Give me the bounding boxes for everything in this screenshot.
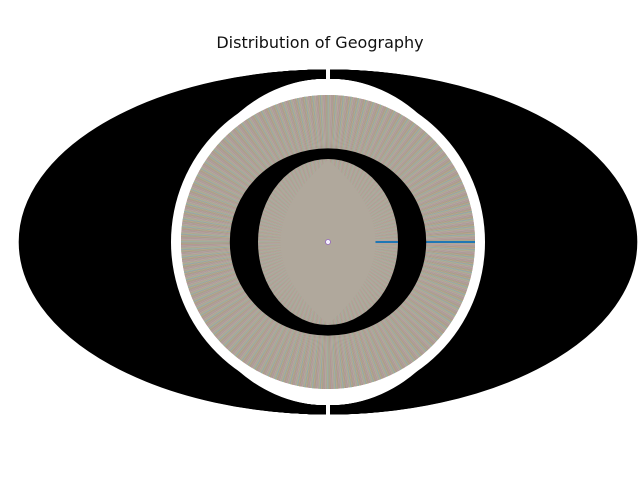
label-gap: [326, 67, 330, 87]
pie-center: [325, 239, 331, 245]
percentage-label-ring: [229, 148, 427, 336]
label-gap: [326, 400, 330, 420]
percentage-label-cloud: [229, 148, 427, 336]
chart-title: Distribution of Geography: [216, 33, 424, 52]
